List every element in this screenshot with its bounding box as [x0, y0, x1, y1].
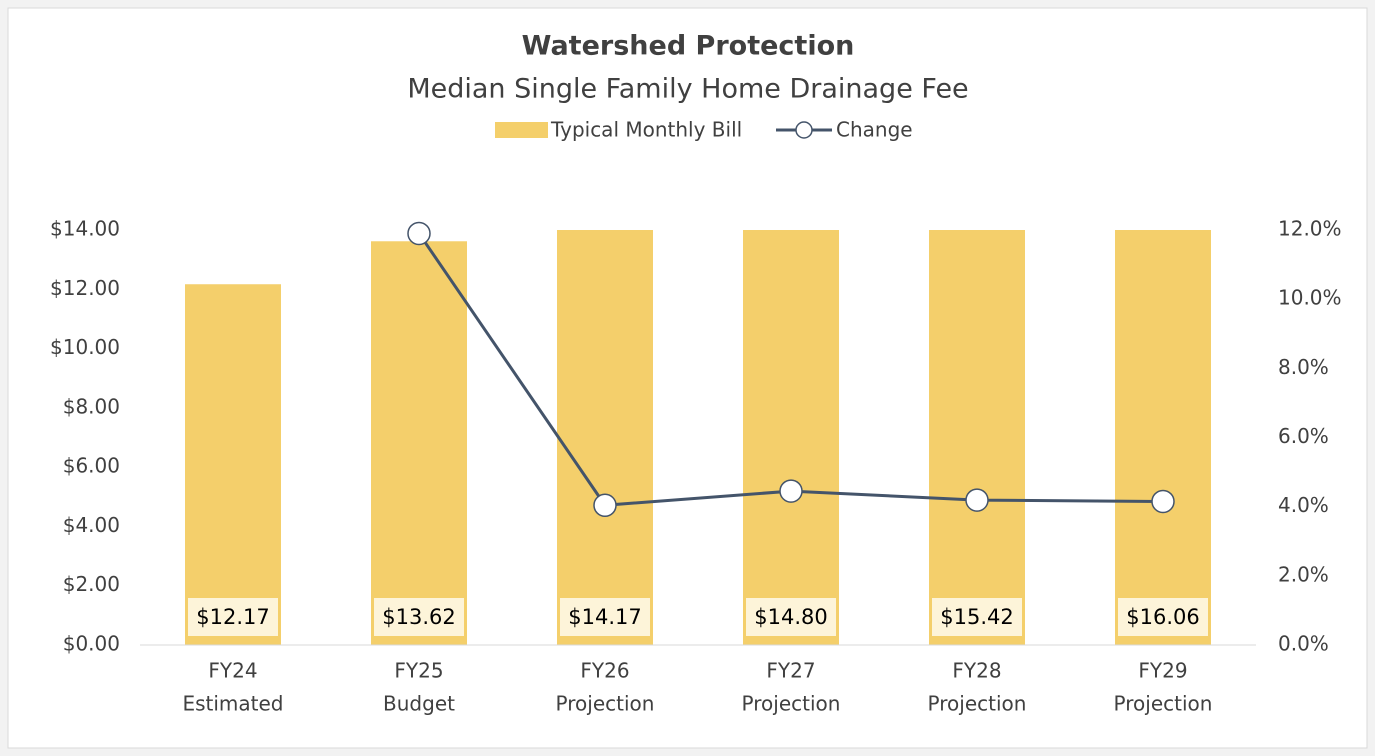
x-tick-label: Estimated [182, 692, 283, 716]
chart-title: Watershed Protection [522, 31, 855, 62]
change-marker [593, 493, 617, 518]
y-tick-label: $2.00 [63, 572, 120, 596]
x-tick-label: Budget [383, 692, 455, 716]
y2-tick-label: 12.0% [1278, 217, 1342, 241]
change-marker [407, 221, 431, 246]
legend-label: Typical Monthly Bill [550, 118, 742, 142]
change-marker [779, 479, 803, 503]
x-tick-label: FY27 [766, 659, 815, 683]
x-tick-label: Projection [742, 692, 841, 716]
change-marker [1151, 489, 1175, 514]
value-label-box [560, 598, 650, 636]
y-tick-label: $0.00 [63, 632, 120, 656]
bars [185, 230, 1211, 646]
x-tick-label: FY29 [1138, 659, 1187, 683]
x-tick-label: FY26 [580, 659, 629, 683]
bar [371, 241, 467, 645]
value-label-box [374, 598, 464, 636]
value-label-box [1118, 598, 1208, 636]
value-label: $13.62 [382, 605, 455, 629]
x-tick-label: Projection [928, 692, 1027, 716]
value-label: $16.06 [1126, 605, 1199, 629]
x-tick-label: FY24 [208, 659, 257, 683]
y-tick-label: $8.00 [63, 394, 120, 418]
bar [185, 284, 281, 645]
y-tick-label: $12.00 [50, 276, 120, 300]
y2-tick-label: 10.0% [1278, 286, 1342, 310]
legend-swatch [495, 122, 548, 138]
x-tick-label: Projection [1114, 692, 1213, 716]
y2-tick-label: 2.0% [1278, 562, 1329, 586]
y2-tick-label: 0.0% [1278, 632, 1329, 656]
y-tick-label: $4.00 [63, 513, 120, 537]
bar [557, 230, 653, 646]
y2-tick-label: 6.0% [1278, 424, 1329, 448]
legend-marker [795, 121, 813, 139]
bar [1115, 230, 1211, 645]
value-label-box [932, 598, 1022, 636]
chart-subtitle: Median Single Family Home Drainage Fee [407, 74, 968, 105]
value-label-box [746, 598, 836, 636]
y2-tick-label: 8.0% [1278, 355, 1329, 379]
y2-tick-label: 4.0% [1278, 493, 1329, 517]
bar [743, 230, 839, 646]
value-label: $15.42 [940, 605, 1013, 629]
x-tick-label: Projection [556, 692, 655, 716]
bar [929, 230, 1025, 645]
value-label: $12.17 [196, 605, 269, 629]
x-tick-label: FY25 [394, 659, 443, 683]
value-label: $14.17 [568, 605, 641, 629]
value-label-box [188, 598, 278, 636]
change-marker [965, 488, 989, 512]
y-tick-label: $14.00 [50, 217, 120, 241]
value-label: $14.80 [754, 605, 827, 629]
y-tick-label: $6.00 [63, 454, 120, 478]
x-tick-label: FY28 [952, 659, 1001, 683]
legend-label: Change [836, 118, 913, 142]
y-tick-label: $10.00 [50, 335, 120, 359]
